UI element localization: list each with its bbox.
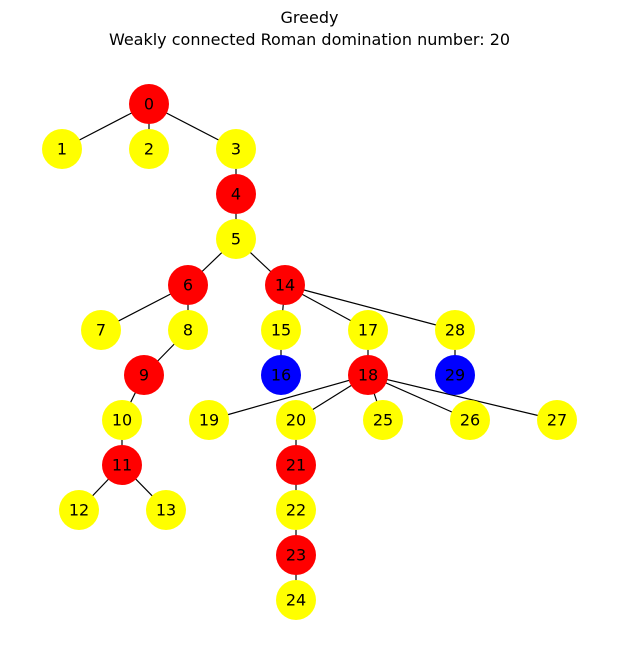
node-label: 17: [358, 321, 378, 340]
node-label: 0: [144, 95, 154, 114]
node-23: 23: [276, 535, 316, 575]
node-28: 28: [435, 310, 475, 350]
node-6: 6: [168, 265, 208, 305]
node-circle: [276, 535, 316, 575]
edge-14-28: [284, 284, 456, 331]
node-label: 22: [286, 501, 306, 520]
node-circle: [435, 310, 475, 350]
node-circle: [102, 400, 142, 440]
node-circle: [124, 355, 164, 395]
node-10: 10: [102, 400, 142, 440]
node-8: 8: [168, 310, 208, 350]
node-label: 27: [547, 411, 567, 430]
node-circle: [265, 265, 305, 305]
chart-subtitle: Weakly connected Roman domination number…: [108, 30, 511, 49]
node-label: 28: [445, 321, 465, 340]
node-14: 14: [265, 265, 305, 305]
node-1: 1: [42, 129, 82, 169]
node-circle: [168, 265, 208, 305]
node-circle: [146, 490, 186, 530]
node-label: 29: [445, 366, 465, 385]
node-11: 11: [102, 445, 142, 485]
node-circle: [261, 310, 301, 350]
node-label: 6: [183, 276, 193, 295]
node-26: 26: [450, 400, 490, 440]
node-18: 18: [348, 355, 388, 395]
node-29: 29: [435, 355, 475, 395]
node-22: 22: [276, 490, 316, 530]
node-label: 1: [57, 140, 67, 159]
node-circle: [363, 400, 403, 440]
node-label: 14: [275, 276, 295, 295]
node-label: 11: [112, 456, 132, 475]
node-13: 13: [146, 490, 186, 530]
node-label: 26: [460, 411, 480, 430]
node-label: 19: [199, 411, 219, 430]
node-label: 21: [286, 456, 306, 475]
edge-18-27: [367, 374, 558, 421]
node-circle: [189, 400, 229, 440]
node-label: 4: [231, 185, 241, 204]
node-label: 5: [231, 230, 241, 249]
node-label: 2: [144, 140, 154, 159]
node-label: 16: [271, 366, 291, 385]
node-circle: [276, 400, 316, 440]
node-24: 24: [276, 580, 316, 620]
node-19: 19: [189, 400, 229, 440]
edge-18-19: [208, 374, 369, 421]
node-circle: [450, 400, 490, 440]
node-label: 12: [69, 501, 89, 520]
node-circle: [59, 490, 99, 530]
node-circle: [435, 355, 475, 395]
node-circle: [276, 445, 316, 485]
node-20: 20: [276, 400, 316, 440]
node-label: 3: [231, 140, 241, 159]
node-17: 17: [348, 310, 388, 350]
node-label: 7: [96, 321, 106, 340]
chart-title: Greedy: [280, 8, 339, 27]
node-circle: [348, 355, 388, 395]
edge-layer: [61, 103, 558, 600]
node-label: 15: [271, 321, 291, 340]
node-circle: [348, 310, 388, 350]
node-circle: [216, 129, 256, 169]
node-circle: [42, 129, 82, 169]
node-circle: [276, 490, 316, 530]
node-21: 21: [276, 445, 316, 485]
node-label: 10: [112, 411, 132, 430]
node-circle: [276, 580, 316, 620]
node-4: 4: [216, 174, 256, 214]
node-label: 13: [156, 501, 176, 520]
node-5: 5: [216, 219, 256, 259]
node-circle: [129, 84, 169, 124]
node-label: 18: [358, 366, 378, 385]
node-circle: [261, 355, 301, 395]
node-label: 20: [286, 411, 306, 430]
node-12: 12: [59, 490, 99, 530]
node-label: 23: [286, 546, 306, 565]
node-0: 0: [129, 84, 169, 124]
node-3: 3: [216, 129, 256, 169]
node-27: 27: [537, 400, 577, 440]
node-25: 25: [363, 400, 403, 440]
node-label: 24: [286, 591, 306, 610]
node-9: 9: [124, 355, 164, 395]
node-label: 8: [183, 321, 193, 340]
node-15: 15: [261, 310, 301, 350]
node-circle: [102, 445, 142, 485]
node-label: 9: [139, 366, 149, 385]
node-circle: [168, 310, 208, 350]
node-2: 2: [129, 129, 169, 169]
node-7: 7: [81, 310, 121, 350]
node-circle: [216, 219, 256, 259]
node-circle: [216, 174, 256, 214]
node-16: 16: [261, 355, 301, 395]
node-circle: [537, 400, 577, 440]
node-circle: [129, 129, 169, 169]
node-label: 25: [373, 411, 393, 430]
node-circle: [81, 310, 121, 350]
